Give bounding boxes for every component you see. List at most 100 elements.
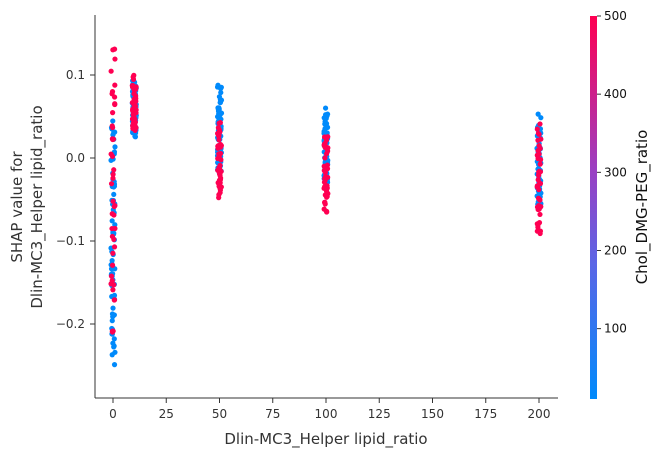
data-point xyxy=(321,206,327,212)
y-axis-ticks: 0.1 0.0 −0.1 −0.2 xyxy=(56,68,95,331)
colorbar-tick-label: 500 xyxy=(604,9,627,23)
data-point xyxy=(536,220,543,226)
colorbar-ticks: 100 200 300 400 500 xyxy=(597,9,627,336)
data-point xyxy=(535,156,541,162)
data-point xyxy=(110,328,116,334)
data-point xyxy=(112,144,118,150)
data-point xyxy=(109,89,116,95)
data-point xyxy=(111,94,118,100)
data-point xyxy=(109,262,116,268)
data-point xyxy=(215,143,221,150)
data-point xyxy=(322,155,328,161)
data-point xyxy=(112,101,118,108)
data-point xyxy=(537,161,543,167)
data-point xyxy=(108,181,115,187)
data-point xyxy=(112,222,118,228)
data-point xyxy=(536,143,542,149)
data-point xyxy=(538,115,544,121)
y-tick-label: 0.1 xyxy=(66,68,85,82)
y-tick-label: −0.2 xyxy=(56,317,85,331)
data-point xyxy=(109,153,116,159)
data-point xyxy=(110,287,116,293)
data-point xyxy=(110,171,116,177)
data-point xyxy=(109,225,115,232)
data-point xyxy=(215,130,221,137)
data-point xyxy=(112,349,118,355)
data-point xyxy=(535,111,541,117)
colorbar-label: Chol_DMG-PEG_ratio xyxy=(633,130,652,285)
data-point xyxy=(323,120,329,126)
data-point xyxy=(216,120,222,126)
data-point xyxy=(324,194,330,200)
x-tick-label: 75 xyxy=(265,407,280,421)
data-point xyxy=(111,244,118,250)
data-point xyxy=(129,83,135,89)
x-tick-label: 200 xyxy=(528,407,551,421)
data-point xyxy=(110,305,116,311)
data-point xyxy=(110,175,116,181)
data-point xyxy=(111,362,118,368)
data-point xyxy=(111,203,117,210)
data-point xyxy=(108,273,115,279)
x-tick-label: 150 xyxy=(421,407,444,421)
y-axis-label-line2: Dlin-MC3_Helper lipid_ratio xyxy=(28,105,47,308)
data-point xyxy=(216,94,223,100)
data-point xyxy=(111,212,117,218)
data-point xyxy=(535,148,541,154)
colorbar-tick-label: 400 xyxy=(604,87,627,101)
data-point xyxy=(111,336,117,342)
data-point xyxy=(108,68,114,74)
x-axis-ticks: 0 25 50 75 100 125 150 175 200 xyxy=(109,398,550,421)
data-point xyxy=(537,197,543,203)
data-point xyxy=(110,136,116,143)
data-point xyxy=(112,56,118,62)
x-axis-label: Dlin-MC3_Helper lipid_ratio xyxy=(224,430,427,449)
data-point xyxy=(111,46,118,52)
data-point xyxy=(216,153,222,159)
data-point xyxy=(216,171,223,177)
data-point xyxy=(216,192,222,198)
data-point xyxy=(535,130,542,137)
data-point xyxy=(110,110,116,116)
data-point xyxy=(537,211,543,218)
data-point xyxy=(110,314,116,320)
data-point xyxy=(321,128,327,134)
x-tick-label: 0 xyxy=(109,407,117,421)
data-point xyxy=(130,111,136,118)
x-tick-label: 100 xyxy=(315,407,338,421)
data-point xyxy=(108,280,115,286)
data-point xyxy=(538,136,544,142)
x-tick-label: 50 xyxy=(212,407,227,421)
data-point xyxy=(109,233,116,240)
data-point xyxy=(110,198,116,204)
data-point xyxy=(131,72,137,78)
colorbar-tick-label: 100 xyxy=(604,322,627,336)
data-point xyxy=(112,82,118,88)
data-point xyxy=(111,191,117,198)
colorbar-tick-label: 200 xyxy=(604,243,627,257)
data-point xyxy=(322,105,329,111)
colorbar-tick-label: 300 xyxy=(604,165,627,179)
data-point xyxy=(217,180,223,186)
data-point xyxy=(323,113,329,119)
colorbar xyxy=(590,16,597,399)
data-point xyxy=(111,167,117,173)
data-point xyxy=(323,175,329,181)
data-point xyxy=(216,106,222,112)
x-tick-label: 25 xyxy=(159,407,174,421)
data-point xyxy=(111,129,117,135)
scatter-points xyxy=(108,46,544,368)
data-point xyxy=(218,89,224,96)
data-point xyxy=(218,85,224,92)
data-point xyxy=(110,340,116,346)
data-point xyxy=(109,257,115,264)
data-point xyxy=(324,190,330,196)
data-point xyxy=(534,204,541,210)
data-point xyxy=(131,91,137,97)
data-point xyxy=(321,163,327,169)
data-point xyxy=(110,250,116,256)
y-tick-label: −0.1 xyxy=(56,234,85,248)
data-point xyxy=(218,184,224,190)
data-point xyxy=(535,177,541,183)
